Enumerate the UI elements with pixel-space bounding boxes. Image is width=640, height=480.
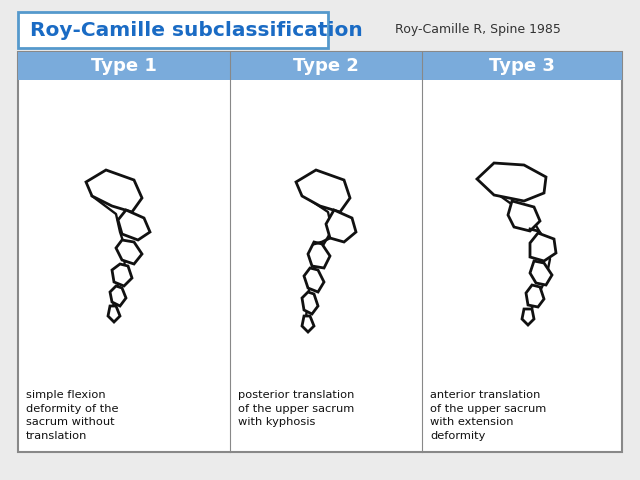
Polygon shape (530, 261, 552, 285)
Polygon shape (308, 242, 330, 268)
Polygon shape (530, 233, 556, 261)
Text: posterior translation
of the upper sacrum
with kyphosis: posterior translation of the upper sacru… (238, 390, 355, 427)
Polygon shape (477, 163, 546, 201)
Bar (18, 52, 230, 80)
Text: Roy-Camille subclassification: Roy-Camille subclassification (30, 21, 363, 39)
Polygon shape (304, 268, 324, 292)
Polygon shape (108, 306, 120, 322)
Polygon shape (118, 210, 150, 240)
Text: anterior translation
of the upper sacrum
with extension
deformity: anterior translation of the upper sacrum… (430, 390, 547, 441)
Bar (422, 52, 622, 80)
Polygon shape (110, 286, 126, 306)
Bar (18, 52, 622, 452)
Polygon shape (522, 309, 534, 325)
Polygon shape (526, 285, 544, 307)
Text: Type 3: Type 3 (489, 57, 555, 75)
Polygon shape (326, 210, 356, 242)
Text: simple flexion
deformity of the
sacrum without
translation: simple flexion deformity of the sacrum w… (26, 390, 118, 441)
Polygon shape (296, 170, 350, 212)
Text: Roy-Camille R, Spine 1985: Roy-Camille R, Spine 1985 (395, 24, 561, 36)
Polygon shape (116, 240, 142, 264)
Polygon shape (508, 201, 540, 231)
Polygon shape (86, 170, 142, 212)
Polygon shape (112, 264, 132, 286)
Text: Type 2: Type 2 (293, 57, 359, 75)
Polygon shape (302, 316, 314, 332)
Text: Type 1: Type 1 (91, 57, 157, 75)
Bar (230, 52, 422, 80)
FancyBboxPatch shape (18, 12, 328, 48)
Polygon shape (302, 292, 318, 314)
